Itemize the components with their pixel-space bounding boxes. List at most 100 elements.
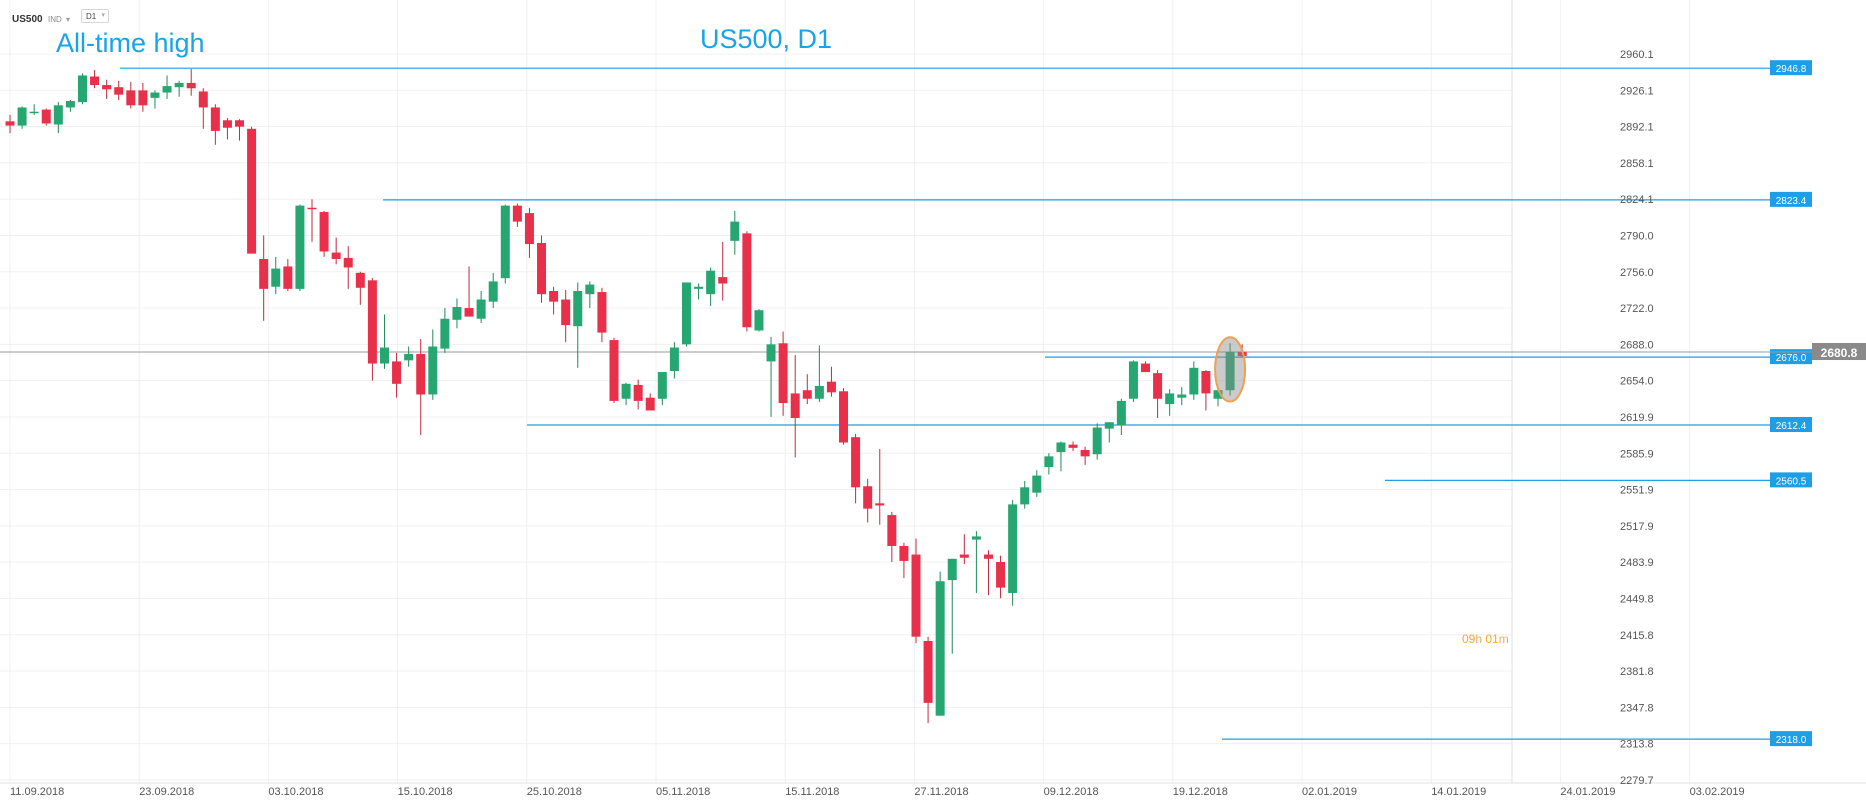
candle-body — [379, 347, 389, 364]
y-axis: 2960.1 2926.1 2892.1 2858.1 2824.1 2790.0 2756… — [1620, 49, 1654, 787]
level-price-badge — [1770, 60, 1812, 76]
candle-body — [1056, 442, 1066, 453]
y-tick-label: 2688.0 — [1620, 339, 1654, 351]
candle-body — [210, 107, 220, 131]
indicators-button[interactable]: IND — [48, 14, 62, 24]
candle-body — [718, 277, 728, 284]
candle-body — [609, 340, 619, 401]
candle-body — [90, 76, 100, 86]
candle — [29, 104, 39, 115]
candle — [162, 75, 172, 99]
candle — [996, 555, 1006, 599]
candle-body — [1008, 504, 1018, 593]
candle — [379, 314, 389, 369]
x-tick-label: 05.11.2018 — [656, 786, 710, 798]
candle — [681, 282, 691, 347]
candle — [488, 272, 498, 309]
candle — [1008, 500, 1018, 606]
candle — [851, 433, 861, 504]
candle — [633, 379, 643, 410]
candle — [392, 352, 402, 398]
candle — [923, 636, 933, 724]
candle — [875, 448, 885, 525]
candle — [911, 538, 921, 644]
candle-body — [742, 233, 752, 328]
candle — [549, 286, 559, 315]
candle-body — [1116, 400, 1126, 426]
candle-body — [1189, 367, 1199, 395]
candle-body — [500, 205, 510, 279]
candle — [1225, 343, 1235, 396]
candle-body — [875, 503, 885, 506]
candle-body — [549, 290, 559, 302]
candle-body — [633, 384, 643, 401]
candle-body — [971, 536, 981, 540]
candle — [77, 73, 87, 105]
candle-body — [29, 111, 39, 114]
candle — [295, 204, 305, 291]
candle — [210, 104, 220, 145]
candle — [404, 346, 414, 367]
level-price-badge — [1770, 472, 1812, 488]
candle — [657, 372, 667, 406]
candle — [1153, 369, 1163, 418]
candle — [428, 329, 438, 400]
candle-body — [1080, 449, 1090, 457]
level-price-label: 2823.4 — [1776, 196, 1807, 207]
candle — [971, 531, 981, 593]
candle-body — [524, 213, 534, 245]
candle — [138, 82, 148, 112]
y-tick-label: 2960.1 — [1620, 49, 1654, 61]
candle — [597, 287, 607, 343]
candle-body — [1225, 351, 1235, 391]
candle-body — [259, 258, 269, 289]
candle — [766, 336, 776, 417]
candle-body — [319, 212, 329, 252]
candle-body — [307, 207, 317, 210]
candle — [609, 337, 619, 404]
candle — [198, 88, 208, 129]
candles — [5, 69, 1247, 724]
candle-body — [585, 284, 595, 295]
candle — [983, 550, 993, 596]
candle-body — [1044, 456, 1054, 468]
candle — [186, 69, 196, 96]
candle-body — [247, 128, 257, 254]
candle — [500, 204, 510, 284]
candle-body — [77, 75, 87, 103]
candle-body — [452, 306, 462, 320]
candle-body — [778, 343, 788, 404]
candle — [1141, 361, 1151, 373]
candle-body — [283, 266, 293, 289]
level-price-badge — [1770, 349, 1812, 365]
candle-countdown: 09h 01m — [1462, 632, 1509, 646]
candle — [561, 289, 571, 343]
candle-body — [367, 280, 377, 364]
indicators-chevron-down-icon[interactable]: ▾ — [66, 14, 71, 24]
y-tick-label: 2449.8 — [1620, 594, 1654, 606]
candle — [863, 478, 873, 523]
symbol-label[interactable]: US500 — [12, 13, 43, 25]
candle-body — [428, 346, 438, 395]
candle-body — [1153, 373, 1163, 399]
candle-body — [790, 393, 800, 418]
candle-body — [754, 310, 764, 331]
candle — [645, 393, 655, 411]
candle-body — [343, 257, 353, 268]
x-tick-label: 03.10.2018 — [268, 786, 323, 798]
candle-body — [271, 268, 281, 287]
candle — [959, 534, 969, 565]
candle — [839, 388, 849, 445]
timeframe-select[interactable]: D1 ▾ — [81, 9, 109, 23]
x-tick-label: 25.10.2018 — [527, 786, 582, 798]
y-tick-label: 2790.0 — [1620, 231, 1654, 243]
candle — [537, 235, 547, 303]
candle — [899, 542, 909, 579]
candle-body — [1165, 393, 1175, 405]
candle — [1213, 390, 1223, 407]
support-resistance-levels: 2946.8 2823.4 2676.0 2612.4 2560.5 2318.0 2680… — [0, 60, 1866, 747]
candle-body — [935, 581, 945, 716]
candle-body — [1104, 422, 1114, 429]
candle — [319, 210, 329, 257]
